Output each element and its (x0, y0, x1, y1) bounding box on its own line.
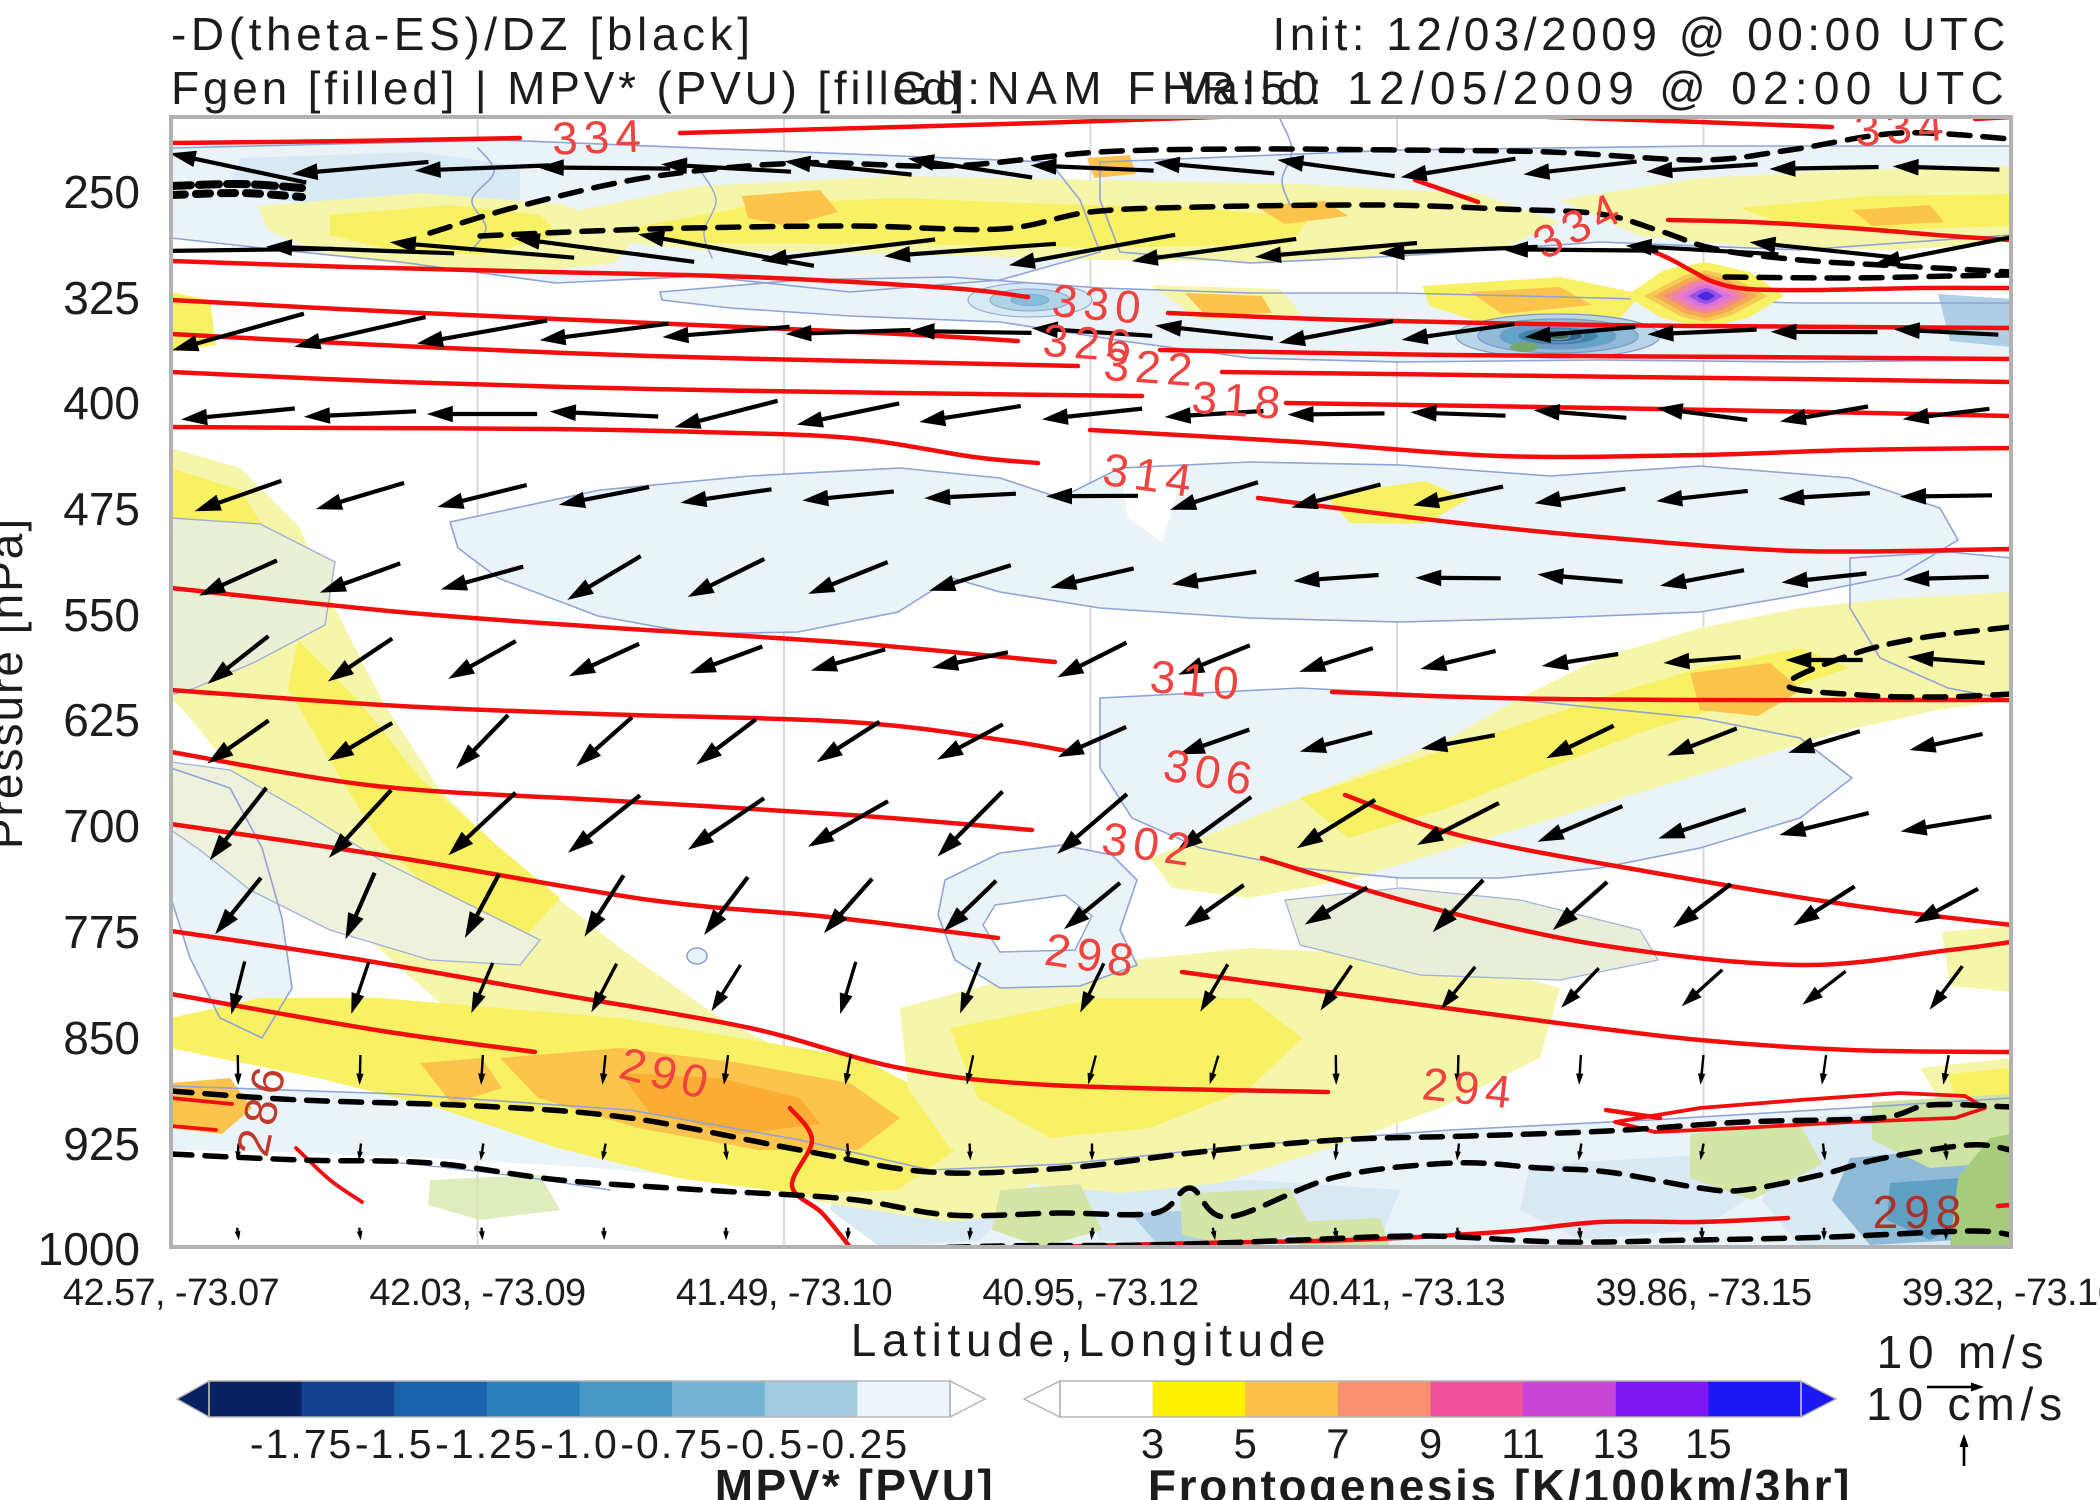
svg-text:11: 11 (1501, 1420, 1545, 1467)
svg-text:41.49, -73.10: 41.49, -73.10 (676, 1272, 892, 1314)
svg-text:318: 318 (1190, 371, 1288, 429)
svg-text:9: 9 (1419, 1420, 1442, 1467)
svg-text:40.95, -73.12: 40.95, -73.12 (982, 1272, 1198, 1314)
svg-text:15: 15 (1685, 1420, 1732, 1467)
svg-text:3: 3 (1141, 1420, 1164, 1467)
svg-text:42.57, -73.07: 42.57, -73.07 (63, 1272, 279, 1314)
svg-text:330: 330 (1050, 274, 1149, 334)
svg-text:39.86, -73.15: 39.86, -73.15 (1595, 1272, 1811, 1314)
svg-text:42.03, -73.09: 42.03, -73.09 (369, 1272, 585, 1314)
svg-text:-1.0: -1.0 (540, 1421, 619, 1467)
svg-text:Latitude,Longitude: Latitude,Longitude (851, 1314, 1332, 1366)
svg-text:10 cm/s: 10 cm/s (1866, 1378, 2068, 1430)
svg-text:-0.25: -0.25 (806, 1421, 909, 1467)
svg-text:400: 400 (63, 377, 140, 429)
svg-text:Gd:NAM FHR:50: Gd:NAM FHR:50 (893, 62, 1324, 114)
svg-text:Frontogenesis [K/100km/3hr]: Frontogenesis [K/100km/3hr] (1148, 1460, 1852, 1500)
svg-text:250: 250 (63, 166, 140, 218)
svg-text:10 m/s: 10 m/s (1877, 1326, 2050, 1378)
svg-text:775: 775 (63, 906, 140, 958)
svg-text:1000: 1000 (38, 1223, 140, 1275)
svg-text:Init: 12/03/2009 @ 00:00 UTC: Init: 12/03/2009 @ 00:00 UTC (1272, 8, 2010, 60)
svg-text:-0.75: -0.75 (620, 1421, 723, 1467)
svg-text:700: 700 (63, 800, 140, 852)
svg-text:326: 326 (1041, 314, 1139, 372)
svg-text:Fgen [filled] | MPV* (PVU) [fi: Fgen [filled] | MPV* (PVU) [filled] (171, 62, 968, 114)
svg-text:298: 298 (1873, 1186, 1968, 1238)
svg-text:-1.25: -1.25 (435, 1421, 538, 1467)
svg-text:850: 850 (63, 1012, 140, 1064)
svg-text:Pressure [hPa]: Pressure [hPa] (0, 517, 32, 849)
svg-text:MPV* [PVU]: MPV* [PVU] (715, 1460, 995, 1500)
svg-text:625: 625 (63, 694, 140, 746)
svg-text:925: 925 (63, 1118, 140, 1170)
svg-text:322: 322 (1102, 338, 1200, 396)
svg-text:550: 550 (63, 589, 140, 641)
svg-text:39.32, -73.16: 39.32, -73.16 (1902, 1272, 2100, 1314)
svg-text:-D(theta-ES)/DZ [black]: -D(theta-ES)/DZ [black] (171, 8, 755, 60)
svg-text:294: 294 (1420, 1057, 1520, 1119)
svg-text:-1.75: -1.75 (250, 1421, 353, 1467)
svg-text:334: 334 (551, 109, 648, 164)
svg-text:310: 310 (1148, 650, 1247, 710)
svg-text:475: 475 (63, 483, 140, 535)
svg-text:Valid: 12/05/2009 @ 02:00 UTC: Valid: 12/05/2009 @ 02:00 UTC (1179, 62, 2010, 114)
svg-text:5: 5 (1234, 1420, 1257, 1467)
svg-text:-1.5: -1.5 (355, 1421, 434, 1467)
svg-text:334: 334 (1853, 98, 1951, 156)
svg-text:325: 325 (63, 272, 140, 324)
svg-text:40.41, -73.13: 40.41, -73.13 (1289, 1272, 1505, 1314)
svg-text:-0.5: -0.5 (725, 1421, 804, 1467)
svg-text:13: 13 (1592, 1420, 1639, 1467)
svg-text:7: 7 (1326, 1420, 1349, 1467)
